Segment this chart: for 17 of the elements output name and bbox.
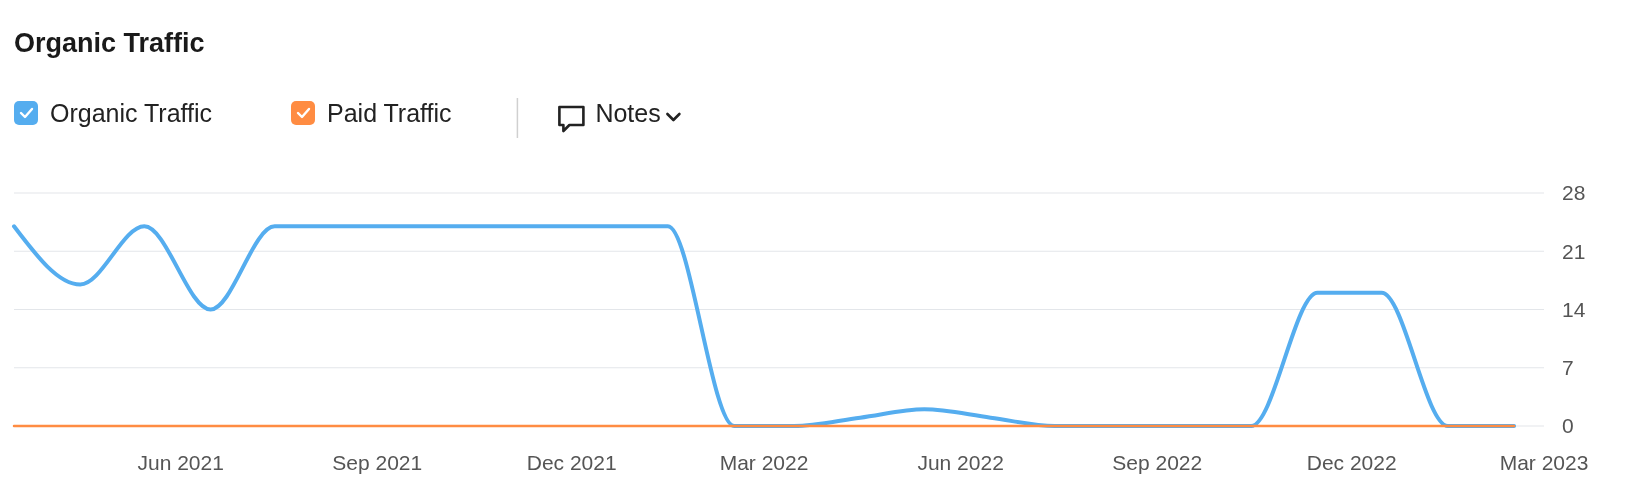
y-tick-label: 7 xyxy=(1562,356,1574,380)
x-tick-label: Sep 2021 xyxy=(332,451,423,474)
y-tick-label: 14 xyxy=(1562,297,1586,321)
legend-label: Paid Traffic xyxy=(327,99,452,127)
y-tick-label: 21 xyxy=(1562,239,1586,263)
chart-title: Organic Traffic xyxy=(14,28,205,58)
x-tick-label: Dec 2021 xyxy=(526,451,617,474)
x-tick-label: Dec 2022 xyxy=(1306,451,1397,474)
x-tick-label: Jun 2021 xyxy=(137,451,224,474)
text: Notes xyxy=(595,99,661,127)
x-tick-label: Sep 2022 xyxy=(1112,451,1203,474)
x-tick-label: Mar 2022 xyxy=(719,451,809,474)
y-tick-label: 0 xyxy=(1562,414,1574,438)
legend-label: Organic Traffic xyxy=(50,99,213,127)
y-tick-label: 28 xyxy=(1562,181,1586,205)
x-tick-label: Jun 2022 xyxy=(917,451,1004,474)
x-tick-label: Mar 2023 xyxy=(1499,451,1589,474)
